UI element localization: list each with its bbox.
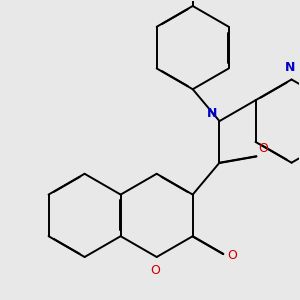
Text: N: N	[285, 61, 295, 74]
Text: O: O	[150, 263, 160, 277]
Text: O: O	[259, 142, 269, 155]
Text: O: O	[227, 249, 237, 262]
Text: N: N	[207, 106, 217, 120]
